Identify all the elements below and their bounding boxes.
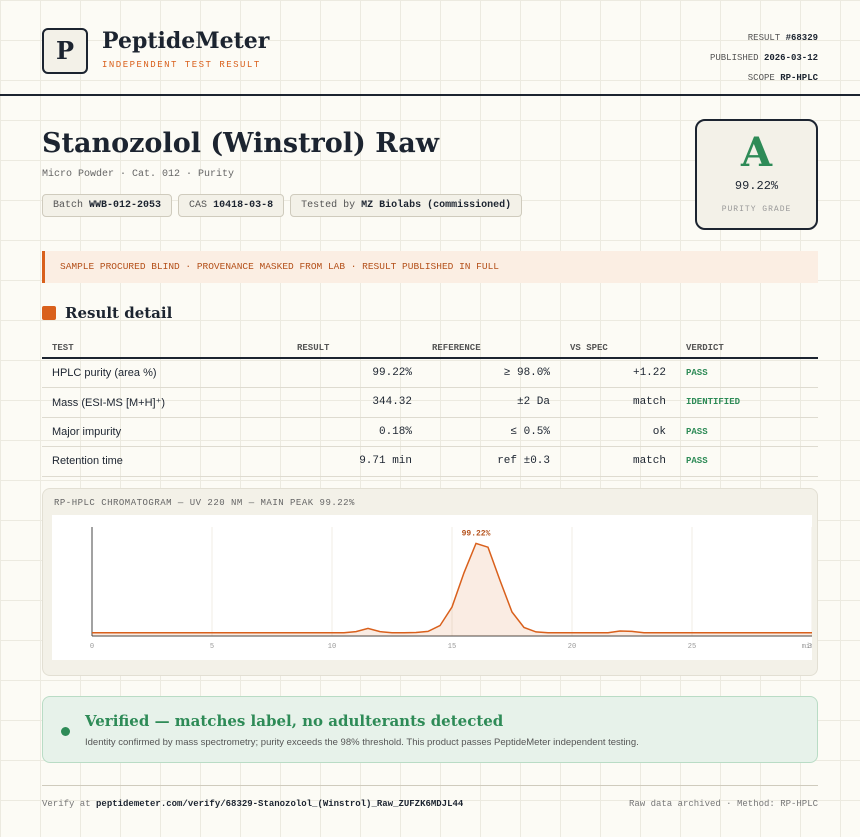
x-axis-label: min — [802, 643, 812, 651]
chips: Batch WWB-012-2053 CAS 10418-03-8 Tested b… — [42, 194, 528, 217]
cell: +1.22 — [560, 358, 676, 388]
footer-left: Verify at peptidemeter.com/verify/68329-… — [42, 799, 463, 809]
chart-title: RP-HPLC CHROMATOGRAM — UV 220 NM — MAIN … — [54, 498, 355, 508]
table-row: Mass (ESI-MS [M+H]⁺) 344.32 ±2 Da match IDEN… — [42, 387, 818, 418]
chip-label: Batch — [53, 200, 84, 211]
cell: 0.18% — [287, 417, 422, 447]
grade-box: A 99.22% PURITY GRADE — [695, 119, 818, 230]
cell: ok — [560, 417, 676, 447]
x-tick-label: 30 — [808, 643, 812, 651]
cell: ±2 Da — [422, 387, 560, 418]
verdict: IDENTIFIED — [676, 387, 818, 418]
meta-value: #68329 — [785, 33, 818, 43]
x-tick-label: 10 — [328, 643, 336, 651]
test-name: Retention time — [42, 446, 287, 477]
verdict: PASS — [676, 417, 818, 447]
chip-value: 10418-03-8 — [213, 200, 274, 211]
meta-row: RESULT #68329 — [710, 28, 818, 48]
meta: RESULT #68329 PUBLISHED 2026-03-12 SCOPE R… — [710, 28, 818, 88]
verdict-dot — [61, 727, 70, 736]
chip-label: CAS — [189, 200, 208, 211]
section-icon — [42, 306, 56, 320]
cell: 99.22% — [287, 358, 422, 388]
table-row: Major impurity 0.18% ≤ 0.5% ok PASS — [42, 417, 818, 447]
product-title: Stanozolol (Winstrol) Raw — [42, 128, 440, 159]
meta-value: 2026-03-12 — [763, 53, 818, 63]
chip-label: Tested by — [301, 200, 356, 211]
column-header: VS SPEC — [560, 338, 676, 359]
cell: 344.32 — [287, 387, 422, 418]
rule — [0, 94, 860, 96]
verdict-box: Verified — matches label, no adulterants… — [42, 696, 818, 763]
x-tick-label: 5 — [210, 643, 214, 651]
notice: SAMPLE PROCURED BLIND · PROVENANCE MASKE… — [42, 251, 818, 283]
result-table: TEST RESULT REFERENCE VS SPEC VERDICT HPLC pu… — [42, 338, 818, 477]
tagline: INDEPENDENT TEST RESULT — [102, 60, 261, 70]
chip-value: WWB-012-2053 — [89, 200, 162, 211]
column-header: REFERENCE — [422, 338, 560, 359]
chromatogram: 0 5 10 15 20 25 30min 99.22% — [52, 515, 812, 660]
x-tick-label: 20 — [568, 643, 576, 651]
meta-label: RESULT — [747, 33, 781, 43]
cell: match — [560, 446, 676, 477]
cell: 9.71 min — [287, 446, 422, 477]
test-name: Mass (ESI-MS [M+H]⁺) — [42, 387, 287, 418]
x-tick-label: 25 — [688, 643, 696, 651]
x-tick-label: 15 — [448, 643, 456, 651]
test-name: Major impurity — [42, 417, 287, 447]
cell: ≥ 98.0% — [422, 358, 560, 388]
meta-label: SCOPE — [747, 73, 775, 83]
verify-label: Verify at — [42, 799, 91, 809]
grade-label: PURITY GRADE — [721, 205, 792, 214]
logo: P — [42, 28, 88, 74]
section-title: Result detail — [65, 304, 173, 322]
column-header: VERDICT — [676, 338, 818, 359]
verdict: PASS — [676, 358, 818, 388]
footer-rule — [42, 785, 818, 786]
meta-value: RP-HPLC — [780, 73, 818, 83]
verify-url[interactable]: peptidemeter.com/verify/68329-Stanozolol… — [96, 799, 464, 809]
verdict-text: Identity confirmed by mass spectrometry;… — [85, 737, 639, 748]
grade-value: 99.22% — [734, 179, 779, 193]
chip: Tested by MZ Biolabs (commissioned) — [290, 194, 523, 217]
verdict-title: Verified — matches label, no adulterants… — [85, 712, 504, 730]
chip: Batch WWB-012-2053 — [42, 194, 173, 217]
meta-label: PUBLISHED — [709, 53, 759, 63]
cell: ref ±0.3 — [422, 446, 560, 477]
column-header: TEST — [42, 338, 287, 359]
x-tick-label: 0 — [90, 643, 94, 651]
area — [92, 543, 812, 636]
cell: ≤ 0.5% — [422, 417, 560, 447]
chip: CAS 10418-03-8 — [178, 194, 285, 217]
meta-row: SCOPE RP-HPLC — [710, 68, 818, 88]
column-header: RESULT — [287, 338, 422, 359]
footer-right: Raw data archived · Method: RP-HPLC — [628, 799, 818, 809]
cell: match — [560, 387, 676, 418]
product-subtitle: Micro Powder · Cat. 012 · Purity — [42, 169, 235, 180]
verdict: PASS — [676, 446, 818, 477]
test-name: HPLC purity (area %) — [42, 358, 287, 388]
line — [92, 542, 812, 634]
peak-label: 99.22% — [462, 529, 491, 538]
meta-row: PUBLISHED 2026-03-12 — [710, 48, 818, 68]
brand: PeptideMeter — [102, 28, 270, 54]
chip-value: MZ Biolabs (commissioned) — [361, 200, 512, 211]
table-row: HPLC purity (area %) 99.22% ≥ 98.0% +1.22 PA… — [42, 358, 818, 388]
table-row: Retention time 9.71 min ref ±0.3 match PASS — [42, 446, 818, 477]
grade-letter: A — [740, 129, 773, 176]
